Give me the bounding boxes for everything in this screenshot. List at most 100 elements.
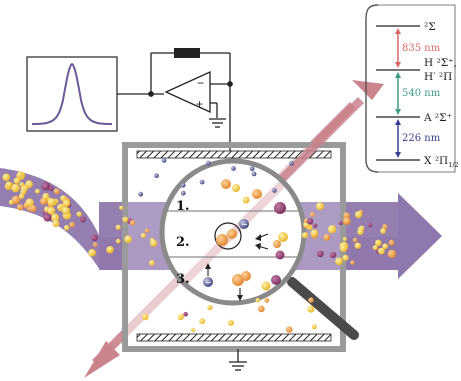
molecule-dot: [62, 206, 70, 215]
molecule-dot: [387, 249, 397, 259]
transition-red-label: 835 nm: [402, 43, 441, 54]
molecule-dot: [227, 319, 234, 326]
molecule-dot: [330, 251, 337, 259]
molecule-dot: [342, 217, 351, 226]
molecule-dot: [79, 216, 86, 223]
molecule-dot: [312, 223, 318, 228]
molecule-dot: [92, 242, 98, 247]
step3-separation: −: [203, 263, 281, 301]
molecule-dot: [257, 305, 265, 313]
molecule-dot: [372, 245, 378, 251]
molecule-dot: [350, 260, 355, 265]
molecule-dot: [47, 198, 56, 207]
molecule-dot: [338, 221, 343, 225]
molecule-dot: [285, 326, 293, 333]
molecule-dot: [115, 224, 121, 230]
molecule-dot: [53, 188, 60, 195]
step-2-label: 2.: [176, 235, 190, 250]
molecule-dot: [382, 224, 388, 230]
molecule-dot: [50, 213, 60, 222]
molecule-dot: [124, 235, 132, 243]
molecule-dot: [149, 260, 155, 266]
ground-icon: [209, 118, 226, 128]
molecule-dot: [107, 246, 114, 253]
molecule-dot: [88, 249, 96, 257]
ion-icon: [232, 274, 244, 286]
molecule-dot: [382, 243, 389, 250]
molecule-dot: [177, 313, 184, 321]
electron-icon: [239, 219, 249, 229]
molecule-dot: [122, 216, 129, 223]
transition-blue-label: 226 nm: [402, 133, 441, 144]
molecule-dot: [343, 212, 350, 219]
molecule-dot: [150, 239, 158, 247]
beam-molecules: [2, 158, 397, 333]
molecule-dot: [91, 234, 98, 241]
molecule-dot: [154, 173, 159, 179]
molecule-dot: [62, 199, 71, 207]
molecule-dot: [42, 193, 50, 200]
molecule-dot: [199, 179, 205, 185]
molecule-dot: [140, 233, 146, 238]
molecule-dot: [357, 228, 364, 235]
molecule-dot: [69, 221, 75, 228]
step1-molecules: [221, 179, 286, 214]
step2-ionization: −: [214, 219, 288, 260]
level-x-label: X ²Π1/2: [424, 155, 459, 169]
molecule-dot: [8, 199, 14, 205]
resistor-icon: [174, 48, 200, 58]
molecule-dot: [52, 219, 60, 228]
opamp-minus-sign: −: [197, 76, 204, 90]
molecule-dot: [199, 318, 206, 325]
molecule-dot: [310, 229, 319, 237]
molecule-dot: [138, 191, 144, 197]
molecule-dot: [25, 198, 34, 207]
molecule-dot: [63, 225, 70, 231]
step-3-label: 3.: [176, 272, 190, 287]
level-top-label: ²Σ: [424, 21, 436, 33]
molecule-dot: [316, 202, 324, 211]
molecule-dot: [183, 311, 188, 317]
molecule-dot: [327, 225, 337, 234]
molecule-dot: [249, 166, 255, 172]
amplifier-circuit: [117, 52, 233, 148]
molecule-dot: [29, 205, 37, 212]
molecule-dot: [19, 182, 25, 187]
molecule-dot: [57, 205, 62, 211]
molecule-dot: [342, 254, 349, 261]
molecule-dot: [316, 250, 324, 258]
molecule-dot: [17, 204, 24, 211]
electron-sign-3: −: [205, 278, 212, 287]
molecule-dot: [301, 232, 309, 239]
molecule-dot: [35, 188, 40, 194]
level-a-label: A ²Σ⁺: [423, 112, 452, 124]
molecule-dot: [255, 298, 260, 303]
level-h-label-1: H ²Σ⁺,: [424, 57, 457, 69]
transition-green-label: 540 nm: [402, 88, 441, 99]
molecule-dot: [13, 177, 21, 184]
molecule-dot: [206, 160, 211, 166]
molecule-dot: [342, 237, 347, 241]
molecule-dot: [161, 158, 167, 163]
molecule-dot: [190, 327, 196, 333]
molecule-dot: [60, 195, 67, 202]
step-1-label: 1.: [176, 199, 190, 214]
molecule-dot: [144, 228, 150, 233]
molecule-dot: [354, 242, 361, 249]
molecule-dot: [289, 160, 294, 166]
energy-level-diagram: [365, 4, 456, 173]
electron-icon: [203, 277, 213, 287]
molecule-dot: [368, 223, 373, 228]
molecule-dot: [180, 182, 186, 188]
molecule-dot: [18, 193, 25, 200]
molecule-dot: [76, 211, 82, 217]
molecule-dot: [388, 239, 395, 246]
molecule-dot: [310, 212, 315, 218]
molecule-dot: [311, 324, 317, 330]
molecule-dot: [43, 213, 52, 222]
molecule-dot: [264, 298, 270, 303]
molecule-dot: [375, 239, 382, 247]
molecule-dot: [5, 181, 13, 188]
molecule-dot: [323, 233, 331, 241]
